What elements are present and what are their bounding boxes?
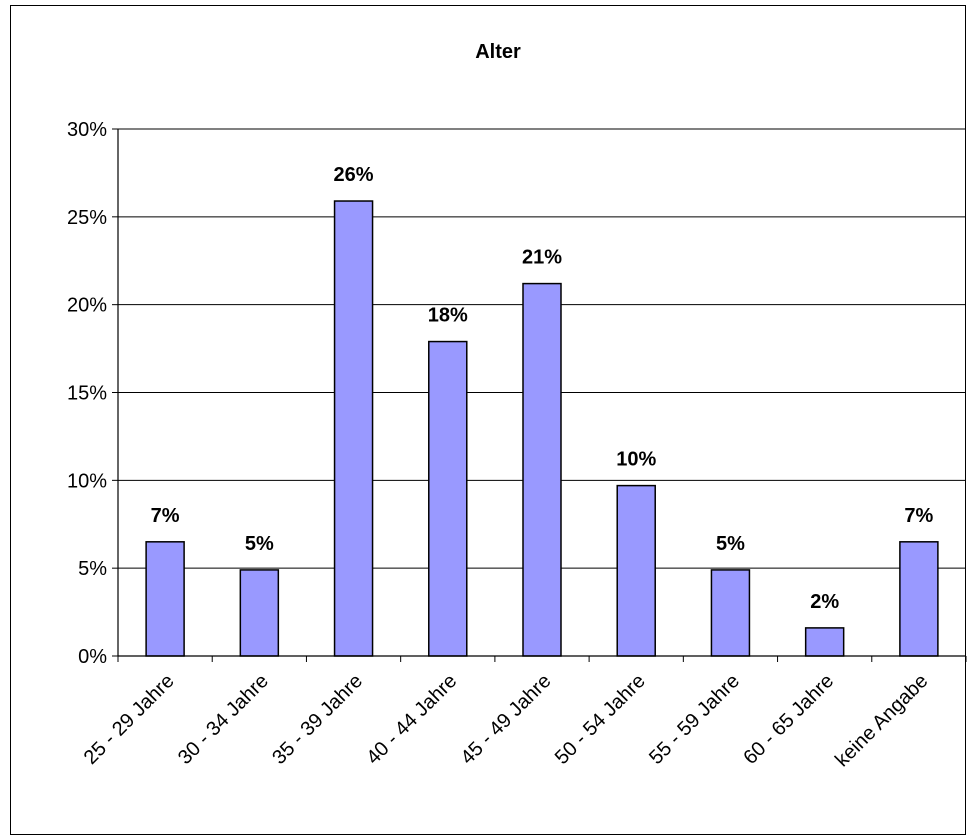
y-tick-label: 10% (67, 470, 107, 492)
data-label: 10% (616, 449, 656, 471)
data-label: 18% (428, 305, 468, 327)
bar (145, 541, 185, 657)
bar (428, 340, 468, 657)
x-tick-label: 55 - 59 Jahre (645, 670, 744, 769)
x-tick-label: keine Angabe (831, 670, 932, 771)
data-labels: 7% 5% 26% 18% 21% 10% 5% 2% 7% (151, 164, 934, 613)
bars (145, 200, 939, 657)
bar (899, 541, 939, 657)
data-label: 7% (904, 505, 933, 527)
x-tick-label: 30 - 34 Jahre (174, 670, 273, 769)
bar (333, 200, 374, 657)
bar (616, 484, 656, 657)
bar (522, 282, 562, 657)
y-tick-label: 0% (78, 646, 107, 668)
data-label: 26% (334, 164, 374, 186)
chart-frame: Alter 0% 5% 10% 15% 20% 25% 30% 25 - 29 Jahre 30… (10, 5, 967, 835)
bar-chart: Alter 0% 5% 10% 15% 20% 25% 30% 25 - 29 Jahre30… (67, 41, 967, 771)
chart-title: Alter (475, 41, 521, 63)
data-label: 21% (522, 247, 562, 269)
bar (710, 569, 751, 657)
x-tick-label: 25 - 29 Jahre (80, 670, 179, 769)
data-label: 5% (716, 533, 745, 555)
y-tick-label: 15% (67, 383, 107, 405)
bar (239, 569, 280, 657)
x-tick-label: 40 - 44 Jahre (362, 670, 461, 769)
x-tick-label: 50 - 54 Jahre (551, 670, 650, 769)
y-tick-label: 20% (67, 295, 107, 317)
data-label: 2% (810, 591, 839, 613)
y-tick-label: 25% (67, 207, 107, 229)
x-tick-label: 35 - 39 Jahre (268, 670, 367, 769)
data-label: 7% (151, 505, 180, 527)
bar (804, 627, 845, 657)
y-tick-label: 30% (67, 119, 107, 141)
x-tick-label: 60 - 65 Jahre (739, 670, 838, 769)
data-label: 5% (245, 533, 274, 555)
y-tick-label: 5% (78, 558, 107, 580)
x-tick-label: 45 - 49 Jahre (457, 670, 556, 769)
